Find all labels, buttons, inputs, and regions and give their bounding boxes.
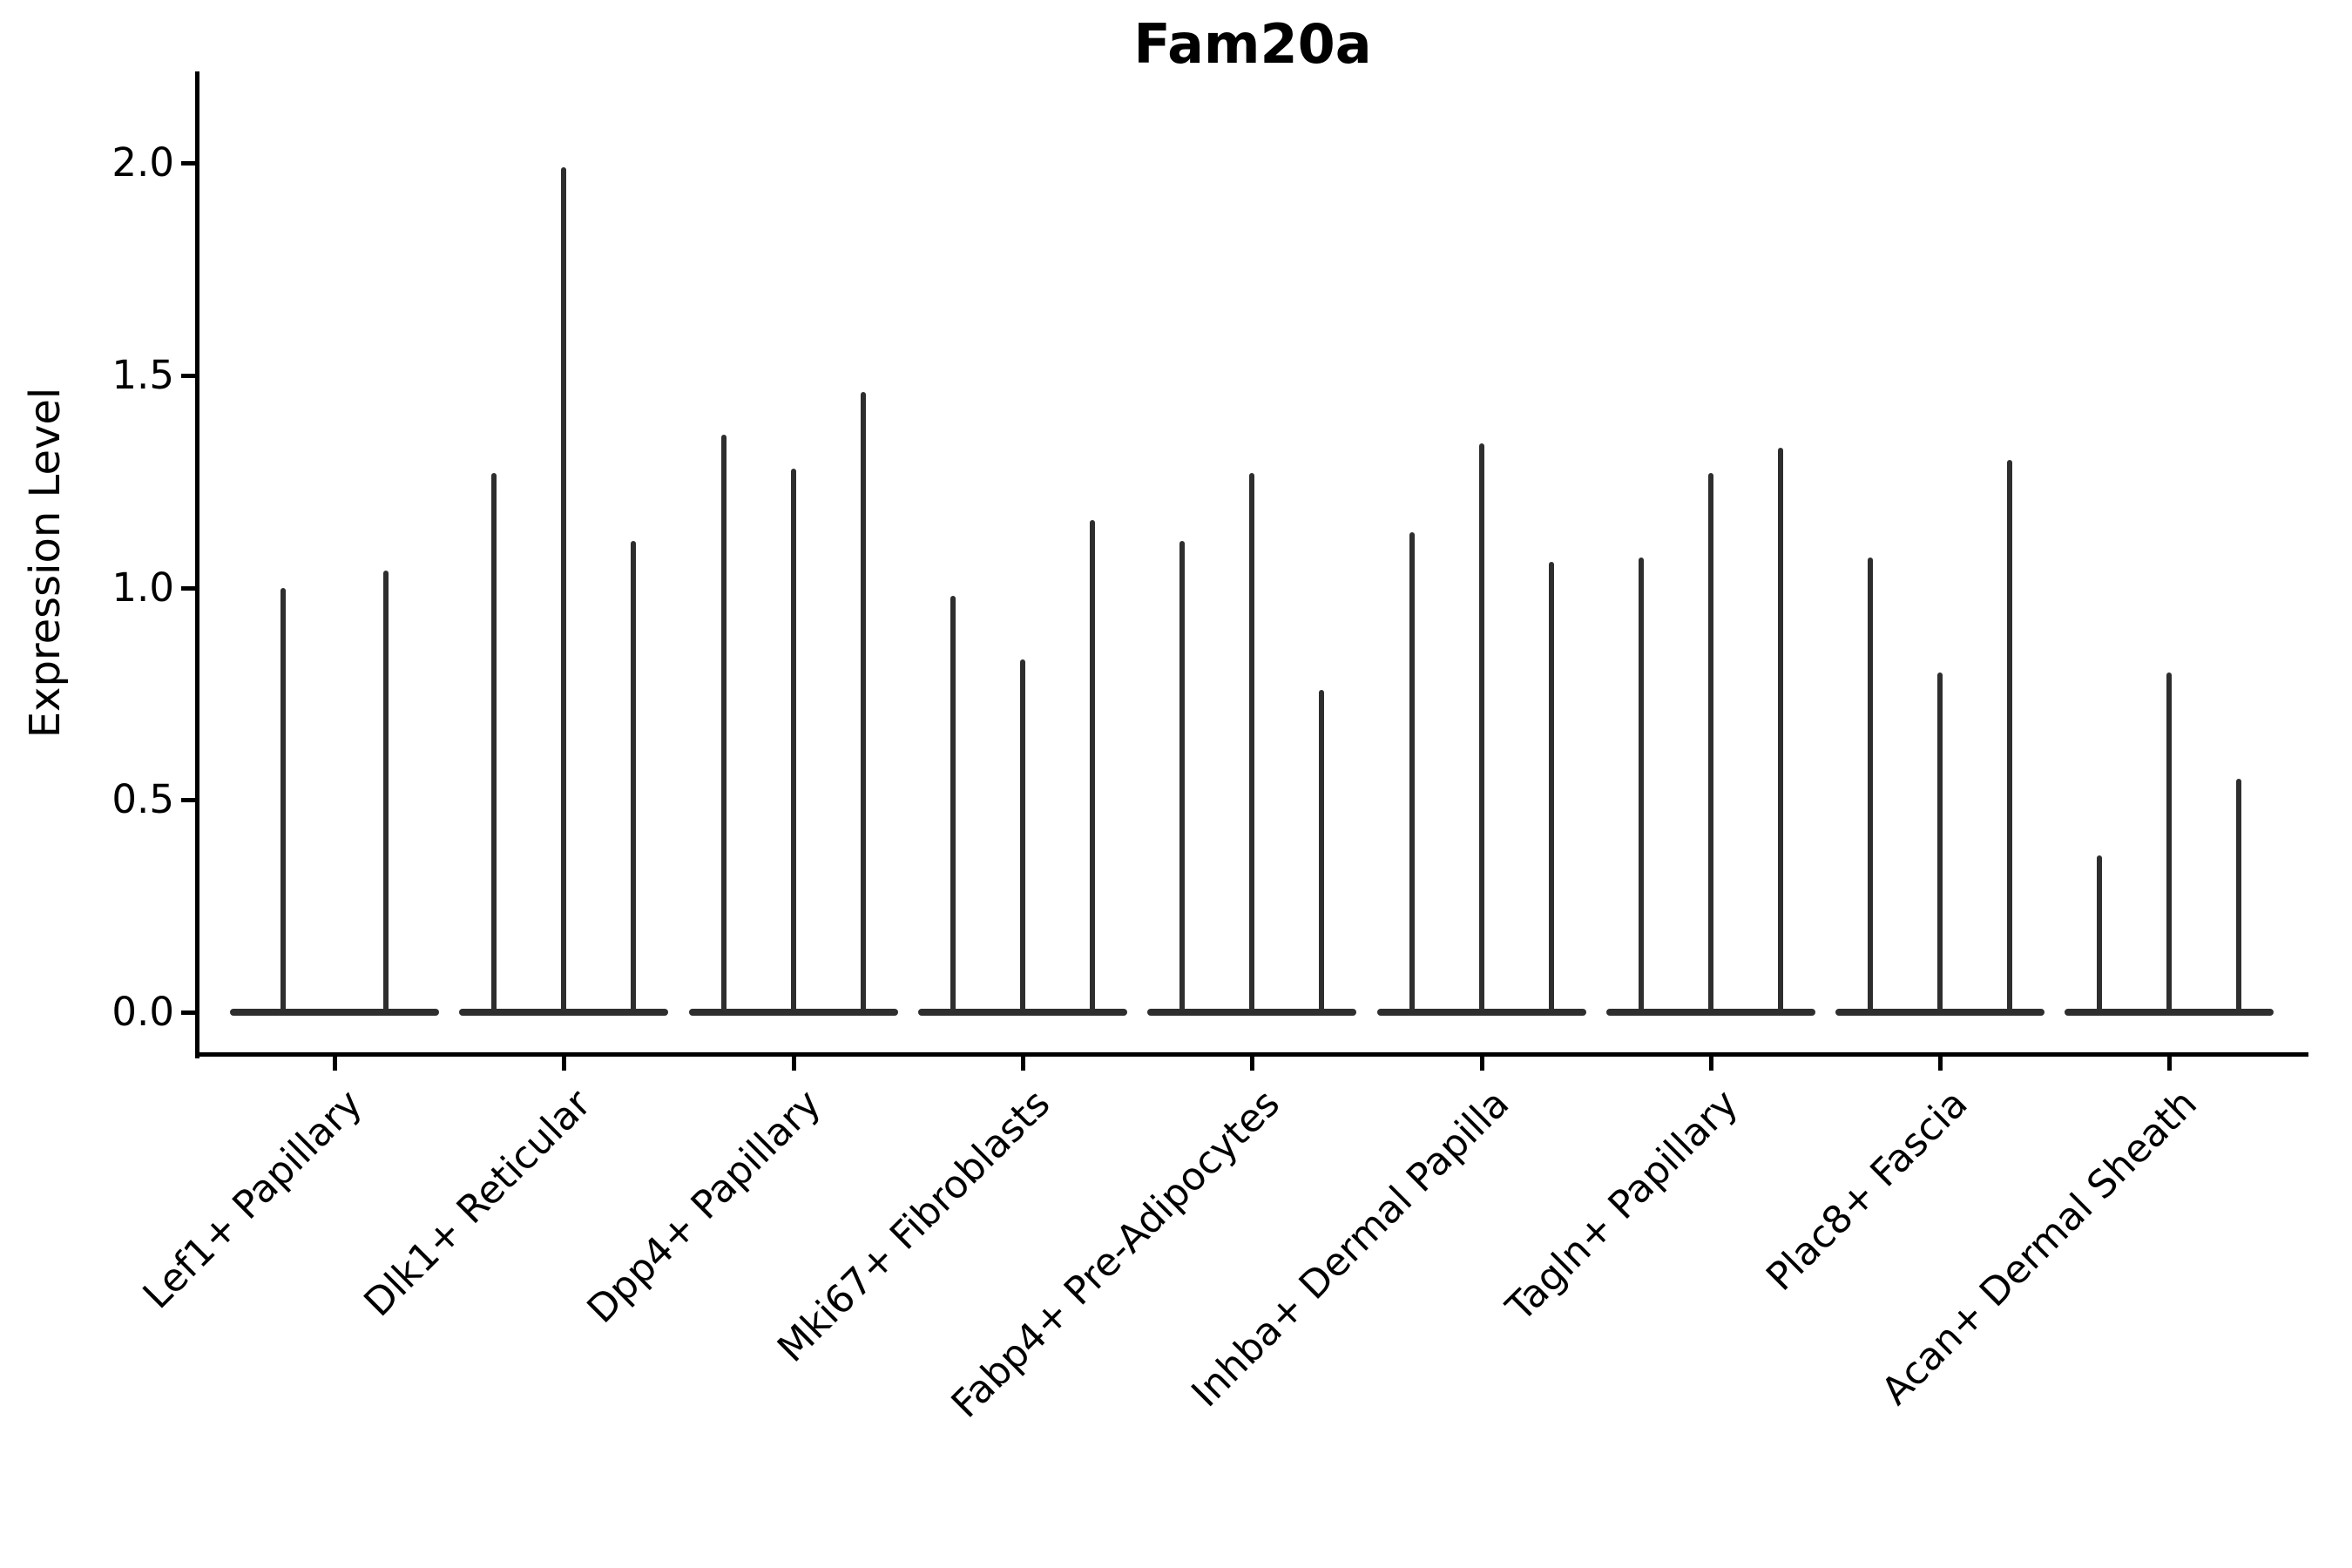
x-tick-mark bbox=[1250, 1057, 1255, 1071]
x-tick-label-text: Lef1+ Papillary bbox=[134, 1081, 371, 1318]
x-tick-mark bbox=[1708, 1057, 1713, 1071]
x-tick-mark bbox=[2167, 1057, 2173, 1071]
violin-spike bbox=[1868, 558, 1874, 1015]
violin-spike bbox=[1019, 659, 1025, 1015]
x-tick-mark bbox=[333, 1057, 337, 1071]
y-tick-mark bbox=[181, 585, 196, 591]
y-tick-label: 0.5 bbox=[112, 776, 174, 823]
violin-spike bbox=[1638, 558, 1644, 1015]
violin-spike bbox=[1409, 532, 1415, 1015]
violin-spike bbox=[631, 540, 637, 1015]
violin-spike bbox=[1937, 672, 1943, 1015]
x-tick-mark bbox=[791, 1057, 796, 1071]
violin-spike bbox=[1777, 447, 1783, 1015]
violin-spike bbox=[2007, 460, 2013, 1015]
y-tick-label: 1.5 bbox=[112, 351, 174, 398]
violin-spike bbox=[2097, 855, 2103, 1015]
violin-spike bbox=[1319, 689, 1325, 1015]
x-tick-mark bbox=[1479, 1057, 1484, 1071]
violin-spike bbox=[720, 435, 727, 1015]
x-tick-mark bbox=[562, 1057, 567, 1071]
y-tick-mark bbox=[181, 161, 196, 166]
chart-title: Fam20a bbox=[1133, 12, 1372, 76]
x-tick-mark bbox=[1938, 1057, 1943, 1071]
x-tick-label-text: Plac8+ Fascia bbox=[1757, 1081, 1977, 1300]
x-tick-label-text: Tagln+ Papillary bbox=[1497, 1081, 1747, 1330]
violin-base bbox=[230, 1009, 439, 1016]
violin-spike bbox=[860, 392, 866, 1015]
violin-spike bbox=[1478, 443, 1484, 1015]
y-tick-mark bbox=[181, 373, 196, 378]
y-tick-label: 0.0 bbox=[112, 989, 174, 1035]
violin-spike bbox=[2236, 778, 2242, 1015]
violin-spike bbox=[280, 587, 286, 1015]
y-tick-label: 2.0 bbox=[112, 139, 174, 186]
violin-spike bbox=[491, 472, 497, 1015]
x-tick-label-text: Dlk1+ Reticular bbox=[355, 1081, 600, 1326]
violin-spike bbox=[2166, 672, 2173, 1015]
y-axis-spine bbox=[195, 71, 199, 1058]
violin-spike bbox=[383, 571, 389, 1015]
x-tick-label-text: Dpp4+ Papillary bbox=[578, 1081, 829, 1332]
violin-spike bbox=[561, 166, 567, 1015]
violin-spike bbox=[1179, 540, 1186, 1015]
violin-spike bbox=[1707, 472, 1713, 1015]
x-axis-spine bbox=[195, 1052, 2308, 1057]
y-tick-mark bbox=[181, 1010, 196, 1015]
x-tick-mark bbox=[1020, 1057, 1025, 1071]
violin-spike bbox=[1089, 519, 1095, 1015]
violin-spike bbox=[1548, 562, 1554, 1015]
violin-spike bbox=[1249, 472, 1255, 1015]
violin-spike bbox=[790, 469, 796, 1015]
y-tick-mark bbox=[181, 798, 196, 803]
violin-spike bbox=[950, 596, 956, 1015]
y-tick-label: 1.0 bbox=[112, 564, 174, 611]
